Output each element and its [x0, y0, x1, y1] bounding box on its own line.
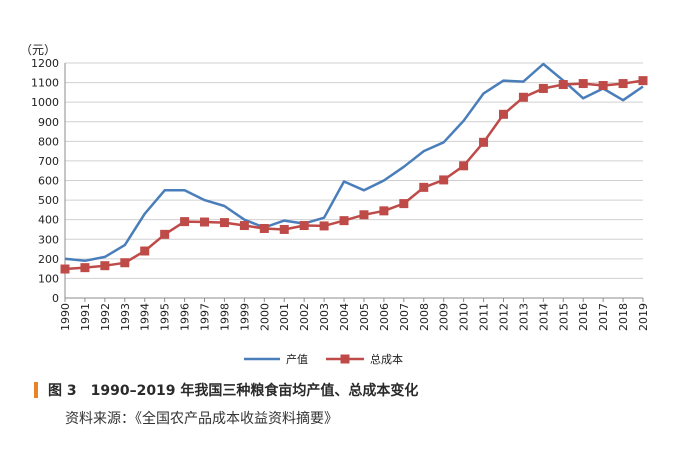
- x-tick-label: 2004: [338, 303, 351, 331]
- series-point-2: [160, 229, 170, 239]
- x-tick-label: 2006: [378, 303, 391, 331]
- series-point-2: [180, 217, 190, 227]
- x-tick-label: 1996: [179, 303, 192, 331]
- series-point-2: [578, 79, 588, 89]
- x-tick-label: 2016: [577, 303, 590, 331]
- series-point-2: [279, 224, 289, 234]
- y-tick-label: 1000: [31, 96, 59, 109]
- caption-accent-bar: [34, 382, 38, 398]
- x-tick-label: 2015: [557, 303, 570, 331]
- y-tick-label: 800: [38, 135, 59, 148]
- x-tick-label: 1997: [199, 303, 212, 331]
- x-tick-label: 2013: [517, 303, 530, 331]
- series-point-2: [598, 81, 608, 91]
- series-point-2: [319, 221, 329, 231]
- y-tick-label: 900: [38, 116, 59, 129]
- y-tick-label: 0: [52, 292, 59, 305]
- x-tick-label: 2010: [458, 303, 471, 331]
- legend-label-2: 总成本: [370, 352, 403, 366]
- y-unit-label: （元）: [20, 43, 56, 57]
- y-tick-label: 100: [38, 272, 59, 285]
- x-tick-labels: 1990 1991 1992 1993 1994 1995 1996 1997 1998 1999…: [59, 303, 650, 331]
- legend-marker-2: [340, 354, 350, 364]
- series-point-2: [60, 264, 70, 274]
- x-tick-label: 2007: [398, 303, 411, 331]
- x-tick-label: 1991: [79, 303, 92, 331]
- series-point-2: [439, 175, 449, 185]
- series-point-2: [459, 161, 469, 171]
- x-tick-label: 2019: [637, 303, 650, 331]
- x-tick-label: 1992: [99, 303, 112, 331]
- series-group: [60, 62, 648, 274]
- x-tick-label: 2017: [597, 303, 610, 331]
- series-point-2: [419, 182, 429, 192]
- series-point-2: [558, 80, 568, 90]
- series-point-2: [219, 218, 229, 228]
- x-tick-label: 2018: [617, 303, 630, 331]
- x-tick-label: 2000: [258, 303, 271, 331]
- x-tick-label: 2003: [318, 303, 331, 331]
- series-point-2: [120, 258, 130, 268]
- y-tick-label: 1100: [31, 77, 59, 90]
- series-point-2: [379, 206, 389, 216]
- x-tick-label: 2011: [478, 303, 491, 331]
- series-point-2: [80, 263, 90, 273]
- series-point-2: [239, 221, 249, 231]
- x-tick-label: 2009: [438, 303, 451, 331]
- x-tick-label: 2012: [497, 303, 510, 331]
- series-point-2: [618, 79, 628, 89]
- series-point-2: [259, 223, 269, 233]
- caption-text: 图 3 1990–2019 年我国三种粮食亩均产值、总成本变化: [48, 383, 419, 399]
- gridlines: [64, 62, 644, 302]
- y-tick-label: 1200: [31, 57, 59, 70]
- series-point-2: [140, 246, 150, 256]
- series-line-2: [64, 79, 644, 271]
- x-tick-label: 1998: [218, 303, 231, 331]
- x-tick-label: 1995: [159, 303, 172, 331]
- series-point-2: [299, 221, 309, 231]
- x-tick-label: 2005: [358, 303, 371, 331]
- y-tick-label: 200: [38, 253, 59, 266]
- y-tick-label: 600: [38, 175, 59, 188]
- x-tick-label: 1994: [139, 303, 152, 331]
- x-tick-label: 2002: [298, 303, 311, 331]
- series-point-2: [498, 109, 508, 119]
- x-tick-label: 1990: [59, 303, 72, 331]
- y-tick-label: 300: [38, 233, 59, 246]
- x-tick-label: 1993: [119, 303, 132, 331]
- x-tick-label: 2014: [537, 303, 550, 331]
- line-chart: （元） 0 100 200 300 400 500 600 700 800 900 1000 1100…: [20, 43, 650, 366]
- series-point-2: [359, 210, 369, 220]
- y-tick-label: 700: [38, 155, 59, 168]
- y-tick-label: 400: [38, 214, 59, 227]
- legend-label-1: 产值: [286, 352, 308, 366]
- series-point-2: [479, 137, 489, 147]
- source-note: 资料来源：《全国农产品成本收益资料摘要》: [65, 411, 338, 427]
- series-point-2: [100, 261, 110, 271]
- figure-caption: 图 3 1990–2019 年我国三种粮食亩均产值、总成本变化: [34, 379, 418, 401]
- series-point-2: [538, 83, 548, 93]
- series-point-2: [518, 92, 528, 102]
- x-tick-label: 1999: [238, 303, 251, 331]
- series-line-1: [64, 62, 644, 263]
- series-point-2: [200, 217, 210, 227]
- y-tick-labels: 0 100 200 300 400 500 600 700 800 900 1000 1100 1200: [31, 57, 59, 305]
- x-tick-label: 2001: [278, 303, 291, 331]
- y-tick-label: 500: [38, 194, 59, 207]
- series-point-2: [638, 76, 648, 86]
- series-point-2: [339, 216, 349, 226]
- legend: 产值 总成本: [244, 352, 403, 366]
- series-point-2: [399, 199, 409, 209]
- x-tick-label: 2008: [418, 303, 431, 331]
